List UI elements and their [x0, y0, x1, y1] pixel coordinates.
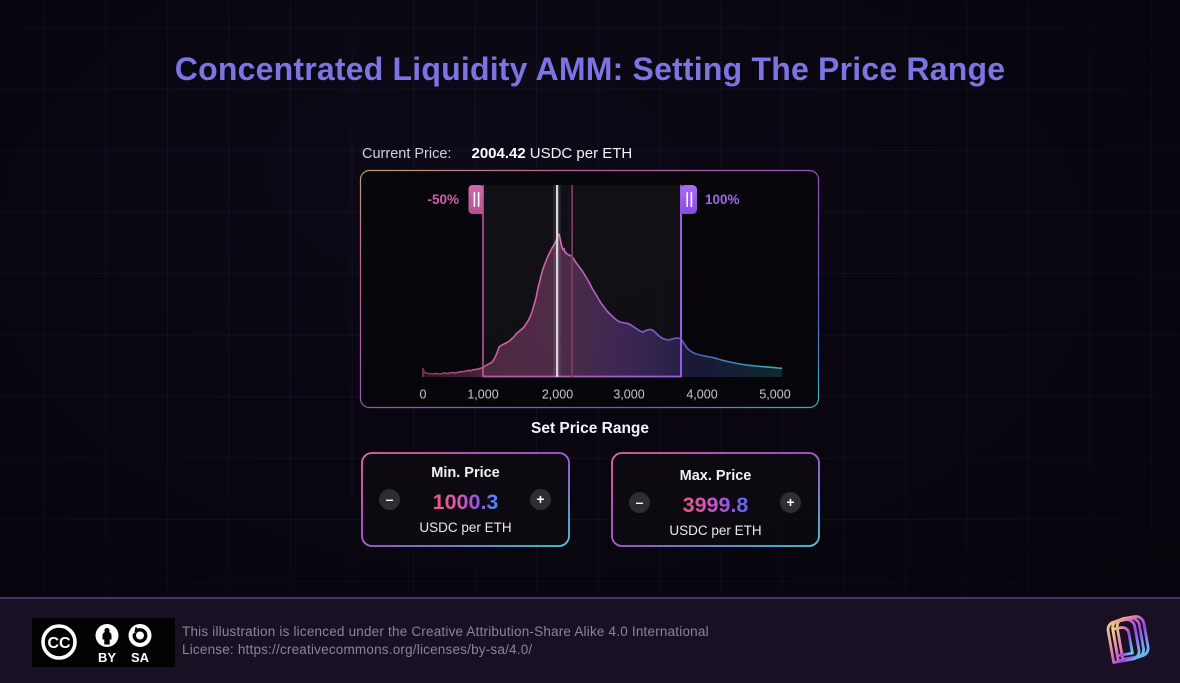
svg-text:SA: SA: [131, 650, 150, 665]
svg-text:100%: 100%: [705, 192, 740, 207]
svg-text:3,000: 3,000: [613, 388, 644, 402]
svg-text:0: 0: [420, 388, 427, 402]
svg-text:-50%: -50%: [427, 192, 459, 207]
svg-text:5,000: 5,000: [759, 388, 790, 402]
svg-text:4,000: 4,000: [686, 388, 717, 402]
svg-text:CC: CC: [47, 635, 71, 652]
svg-text:BY: BY: [98, 650, 116, 665]
svg-text:2,000: 2,000: [542, 388, 573, 402]
svg-text:1,000: 1,000: [467, 388, 498, 402]
